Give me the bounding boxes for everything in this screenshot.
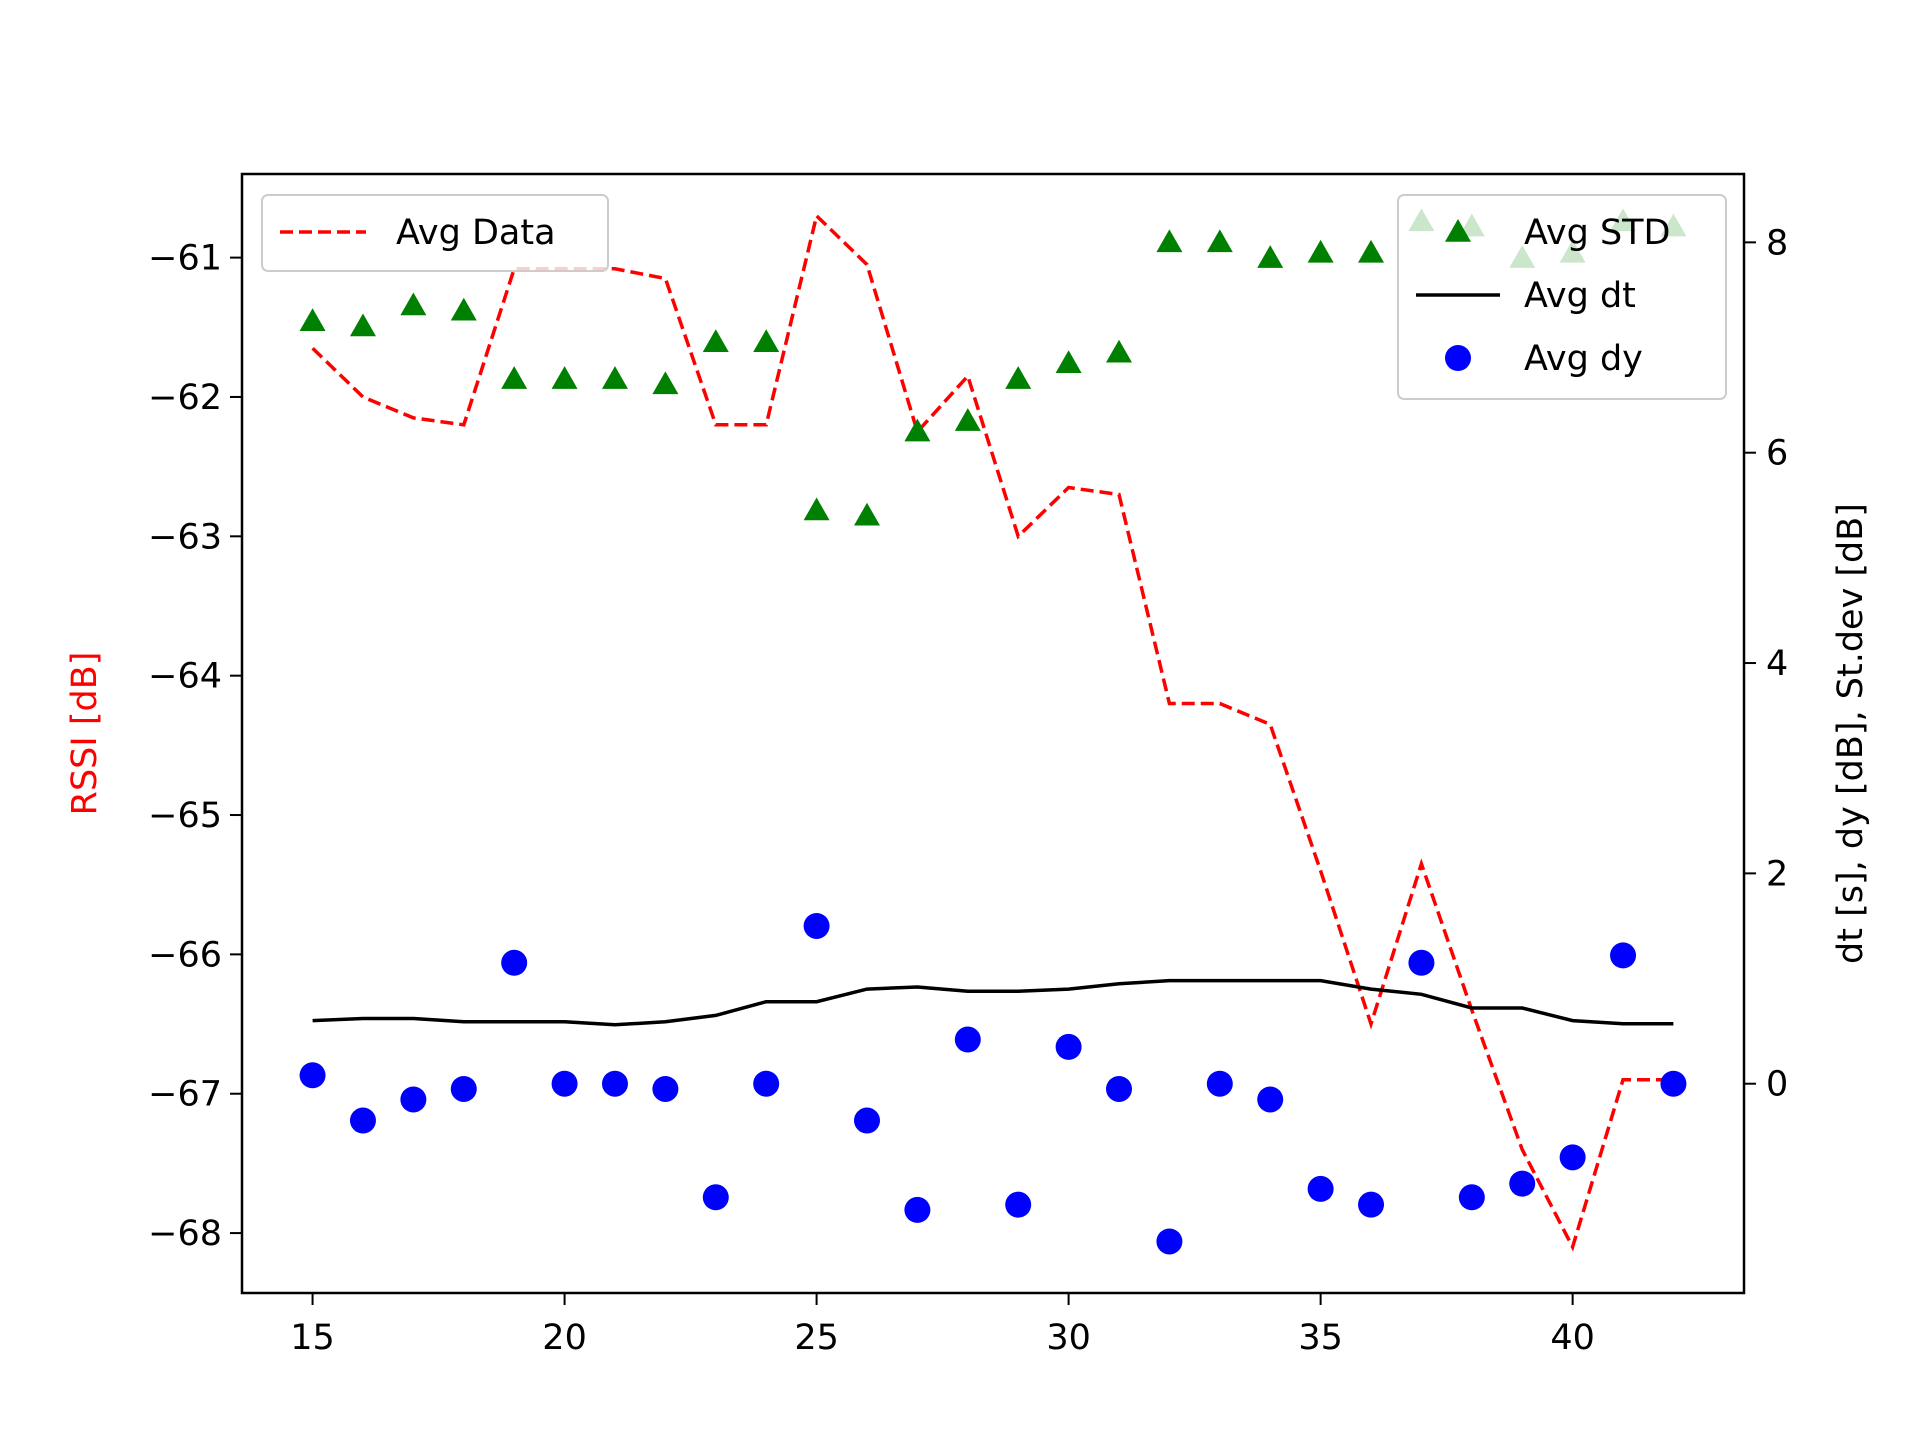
dy-point [551, 1070, 578, 1097]
dy-point [1458, 1184, 1485, 1211]
left-y-tick-label: −65 [148, 796, 222, 836]
left-y-tick-label: −62 [148, 378, 222, 418]
std-point [753, 329, 780, 353]
std-point [551, 366, 578, 389]
right-y-tick-label: 6 [1766, 434, 1788, 474]
axes-layer: 15 20 25 30 35 40 −61 −62 −63 −64 −65 −66 −67 −68 0 2 4 6… [65, 172, 1871, 1358]
left-y-tick-label: −67 [148, 1075, 222, 1115]
std-point [501, 366, 528, 389]
dy-point [1408, 949, 1435, 976]
dy-point [1358, 1191, 1385, 1218]
x-tick-label: 35 [1298, 1318, 1343, 1358]
dy-point [753, 1070, 780, 1097]
legend-avg-std-swatch [1445, 219, 1471, 242]
right-y-tick-label: 0 [1766, 1065, 1788, 1105]
std-point [601, 366, 628, 389]
x-tick-label: 40 [1550, 1318, 1595, 1358]
plot-frame [240, 172, 1746, 1295]
dy-point [601, 1070, 628, 1097]
dy-point [1307, 1175, 1334, 1202]
dy-point [501, 949, 528, 976]
std-point [803, 497, 830, 521]
std-point [853, 502, 880, 526]
std-point [1005, 366, 1032, 389]
std-point [349, 313, 376, 337]
dy-point [299, 1062, 326, 1089]
dy-point [904, 1196, 931, 1223]
dy-point [400, 1086, 427, 1113]
dy-point [1055, 1033, 1082, 1060]
legend-avg-dy-swatch [1445, 345, 1471, 371]
std-point [1156, 229, 1183, 253]
dy-point [1106, 1075, 1133, 1102]
right-y-tick-label: 2 [1766, 854, 1788, 894]
dy-point [1610, 942, 1637, 969]
std-point [904, 418, 931, 442]
std-point [1106, 339, 1133, 363]
dy-point [1206, 1070, 1233, 1097]
legend-right-box [1397, 194, 1727, 400]
x-tick-label: 20 [542, 1318, 587, 1358]
std-point [1307, 239, 1334, 263]
left-y-tick-label: −68 [148, 1214, 222, 1254]
right-y-tick-label: 8 [1766, 223, 1788, 263]
left-y-tick-label: −64 [148, 657, 222, 697]
dy-point [349, 1107, 376, 1134]
legend-layer: Avg Data Avg STD Avg dt Avg dy [261, 194, 1727, 400]
legend-avg-data-label: Avg Data [396, 213, 556, 253]
dy-point [1559, 1144, 1586, 1171]
dy-point [1257, 1086, 1284, 1113]
plot-layer [299, 208, 1687, 1255]
dy-point [450, 1075, 477, 1102]
dy-point [652, 1075, 679, 1102]
std-point [1358, 239, 1385, 263]
left-y-tick-label: −63 [148, 517, 222, 557]
std-point [299, 308, 326, 331]
std-point [1206, 229, 1233, 253]
dy-point [803, 912, 830, 939]
x-tick-label: 30 [1046, 1318, 1091, 1358]
left-y-tick-label: −61 [148, 239, 222, 279]
x-tick-label: 15 [290, 1318, 335, 1358]
legend-avg-dt-label: Avg dt [1524, 276, 1636, 316]
std-point [954, 408, 981, 431]
std-point [652, 371, 679, 395]
std-point [1257, 245, 1284, 268]
dy-point [1509, 1170, 1536, 1197]
dy-point [1156, 1228, 1183, 1255]
dy-point [954, 1026, 981, 1053]
right-y-axis-label: dt [s], dy [dB], St.dev [dB] [1831, 503, 1871, 964]
dy-point [1005, 1191, 1032, 1218]
std-point [450, 297, 477, 321]
left-y-tick-label: −66 [148, 935, 222, 975]
std-point [1055, 350, 1082, 374]
series-line-avg-dt [312, 978, 1674, 1027]
dy-point [853, 1107, 880, 1134]
legend-avg-std-label: Avg STD [1524, 213, 1671, 253]
dy-point [1660, 1070, 1687, 1097]
x-tick-label: 25 [794, 1318, 839, 1358]
legend-avg-dy-label: Avg dy [1524, 339, 1643, 379]
std-point [702, 329, 729, 353]
legend-avg-data-box [261, 194, 609, 272]
dy-point [702, 1184, 729, 1211]
std-point [400, 292, 427, 316]
right-y-tick-label: 4 [1766, 644, 1788, 684]
left-y-axis-label: RSSI [dB] [65, 652, 105, 816]
